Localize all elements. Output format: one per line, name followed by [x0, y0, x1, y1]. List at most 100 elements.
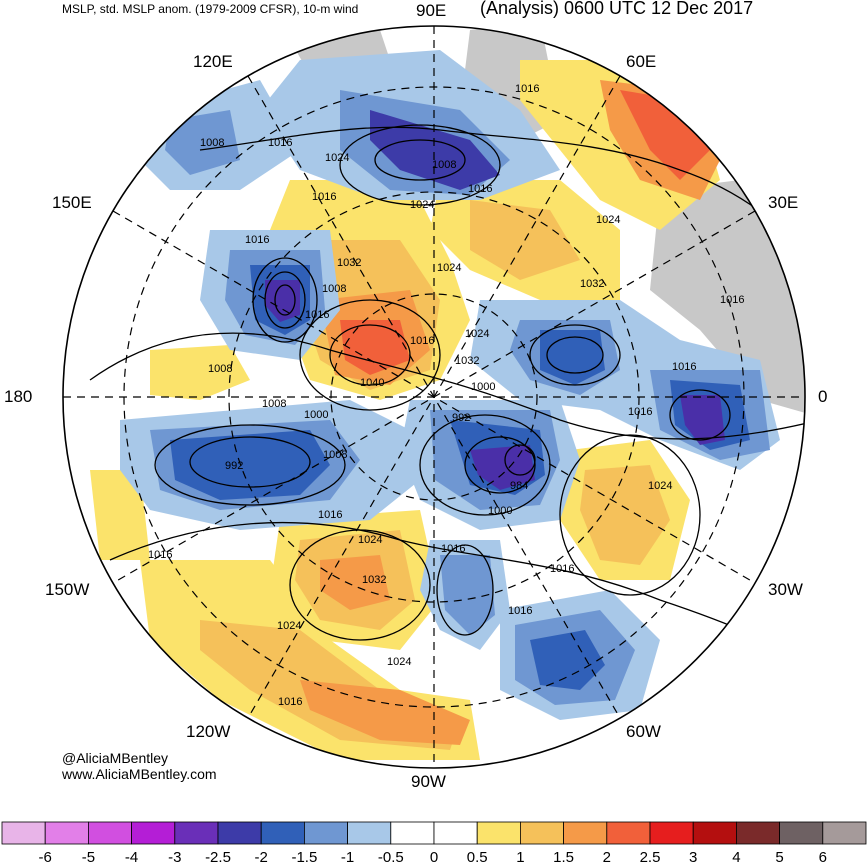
- colorbar-label: 2.5: [640, 849, 661, 865]
- isobar-label: 1008: [208, 363, 232, 375]
- colorbar-swatch: [563, 821, 608, 845]
- isobar-label: 1008: [262, 398, 286, 410]
- polar-map: 1016 1008 1016 1024 1008 1016 1024 1016 …: [62, 25, 806, 769]
- colorbar-swatch: [476, 821, 521, 845]
- colorbar-label: 2: [603, 849, 611, 865]
- lon-label-120e: 120E: [193, 52, 233, 71]
- colorbar-label: -1.5: [291, 849, 317, 865]
- colorbar-swatch: [217, 821, 262, 845]
- isobar-label: 984: [510, 480, 528, 492]
- isobar-label: 1040: [360, 377, 384, 389]
- colorbar-label: -2.5: [205, 849, 231, 865]
- lon-label-30w: 30W: [768, 580, 803, 599]
- isobar-label: 1024: [325, 152, 349, 164]
- colorbar-labels: -6 -5 -4 -3 -2.5 -2 -1.5 -1 -0.5 0 0.5 1 1.5 2 2.5 3 4 5 6: [39, 849, 827, 865]
- isobar-label: 1032: [455, 355, 479, 367]
- isobar-label: 1016: [410, 335, 434, 347]
- colorbar-swatch: [390, 821, 435, 845]
- lon-label-60w: 60W: [626, 722, 661, 741]
- isobar-label: 1000: [488, 505, 512, 517]
- map-title: (Analysis) 0600 UTC 12 Dec 2017: [480, 0, 754, 18]
- colorbar-swatch: [44, 821, 89, 845]
- colorbar-swatches: [1, 821, 867, 845]
- lon-label-60e: 60E: [626, 52, 657, 71]
- colorbar-label: -6: [39, 849, 52, 865]
- colorbar-swatch: [1, 821, 46, 845]
- isobar-labels: 1016 1008 1016 1024 1008 1016 1024 1016 …: [148, 83, 744, 708]
- isobar-label: 1016: [441, 543, 465, 555]
- isobar-label: 1016: [278, 696, 302, 708]
- colorbar-label: 3: [689, 849, 697, 865]
- isobar-label: 1032: [580, 278, 604, 290]
- colorbar-label: 0.5: [467, 849, 488, 865]
- lon-label-120w: 120W: [186, 722, 231, 741]
- colorbar-swatch: [779, 821, 824, 845]
- colorbar-label: 6: [819, 849, 827, 865]
- isobar-label: 1016: [305, 309, 329, 321]
- isobar-label: 1024: [387, 656, 411, 668]
- colorbar-label: 1: [516, 849, 524, 865]
- isobar-label: 992: [452, 412, 470, 424]
- credit-handle: @AliciaMBentley: [62, 750, 169, 766]
- lon-label-30e: 30E: [768, 193, 799, 212]
- isobar-label: 1024: [277, 620, 301, 632]
- colorbar-label: 0: [430, 849, 438, 865]
- isobar-label: 1016: [148, 549, 172, 561]
- isobar-label: 1016: [318, 509, 342, 521]
- isobar-label: 1024: [465, 328, 489, 340]
- isobar-label: 1016: [268, 137, 292, 149]
- colorbar-swatch: [822, 821, 867, 845]
- isobar-label: 1016: [550, 563, 574, 575]
- isobar-label: 1000: [471, 381, 495, 393]
- isobar-label: 1008: [432, 159, 456, 171]
- lon-label-150e: 150E: [52, 193, 92, 212]
- colorbar-label: -5: [82, 849, 95, 865]
- isobars: [89, 124, 805, 661]
- isobar-label: 1016: [672, 361, 696, 373]
- colorbar-label: 1.5: [553, 849, 574, 865]
- isobar-label: 1008: [200, 137, 224, 149]
- isobar-label: 1016: [468, 183, 492, 195]
- colorbar-swatch: [260, 821, 305, 845]
- lon-label-0: 0: [818, 387, 828, 406]
- isobar-label: 1024: [437, 262, 461, 274]
- isobar-label: 1016: [245, 234, 269, 246]
- colorbar-swatch: [303, 821, 348, 845]
- colorbar-swatch: [606, 821, 651, 845]
- isobar-label: 1008: [322, 283, 346, 295]
- isobar-label: 1016: [312, 191, 336, 203]
- isobar-label: 1016: [628, 406, 652, 418]
- colorbar-label: -0.5: [378, 849, 404, 865]
- isobar-label: 1024: [410, 199, 434, 211]
- colorbar-label: -4: [125, 849, 138, 865]
- colorbar-swatch: [347, 821, 392, 845]
- colorbar: -6 -5 -4 -3 -2.5 -2 -1.5 -1 -0.5 0 0.5 1 1.5 2 2.5 3 4 5 6: [1, 821, 867, 865]
- isobar-label: 1032: [337, 257, 361, 269]
- colorbar-swatch: [692, 821, 737, 845]
- isobar-label: 992: [225, 460, 243, 472]
- colorbar-label: -1: [341, 849, 354, 865]
- map-border: [62, 25, 806, 769]
- isobar-label: 1024: [596, 214, 620, 226]
- isobar-label: 1024: [358, 534, 382, 546]
- map-subtitle: MSLP, std. MSLP anom. (1979-2009 CFSR), …: [62, 2, 359, 16]
- anomaly-field: [63, 26, 805, 768]
- colorbar-label: 5: [775, 849, 783, 865]
- colorbar-swatch: [88, 821, 133, 845]
- colorbar-label: 4: [732, 849, 740, 865]
- colorbar-label: -3: [168, 849, 181, 865]
- colorbar-swatch: [736, 821, 781, 845]
- lon-label-180: 180: [4, 387, 33, 406]
- colorbar-swatch: [520, 821, 565, 845]
- isobar-label: 1008: [323, 449, 347, 461]
- colorbar-swatch: [649, 821, 694, 845]
- graticule: [63, 26, 805, 768]
- credit-website: www.AliciaMBentley.com: [62, 766, 217, 782]
- lon-label-90w: 90W: [411, 772, 446, 791]
- lon-label-90e: 90E: [416, 1, 447, 20]
- isobar-label: 1016: [515, 83, 539, 95]
- lon-label-150w: 150W: [45, 580, 90, 599]
- isobar-label: 1016: [720, 294, 744, 306]
- isobar-label: 1016: [508, 605, 532, 617]
- colorbar-swatch: [433, 821, 478, 845]
